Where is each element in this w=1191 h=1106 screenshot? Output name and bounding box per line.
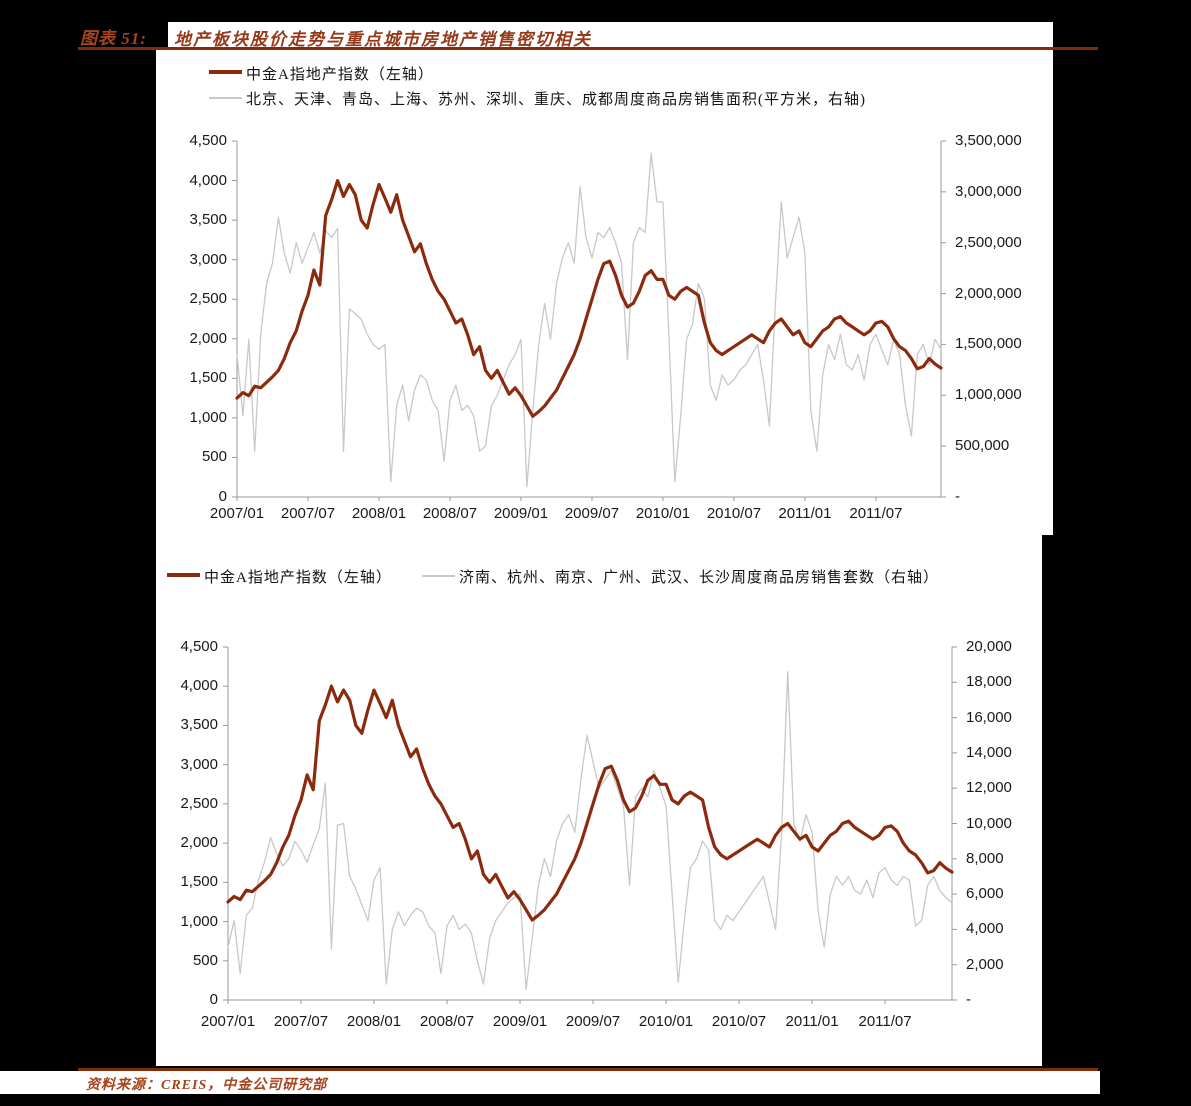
legend-index-line-swatch [209, 70, 242, 74]
left-axis-tick-label: 1,000 [180, 912, 218, 930]
legend-label: 中金A指地产指数（左轴） [204, 570, 392, 586]
x-axis-tick-label: 2010/07 [706, 505, 762, 522]
figure-number-label: 图表 51: [80, 29, 147, 48]
right-axis-tick-label: 1,000,000 [955, 386, 1022, 404]
right-axis-tick-label: 20,000 [966, 638, 1012, 655]
x-axis-tick-label: 2010/01 [638, 1013, 694, 1030]
right-axis-tick-label: 2,000 [966, 955, 1004, 973]
chart-panel-bottom [156, 535, 1042, 1066]
right-axis-tick-label: 14,000 [966, 743, 1012, 761]
left-axis-tick-label: 3,500 [180, 716, 218, 734]
left-axis-tick-label: 3,500 [189, 211, 227, 229]
left-axis-tick-label: 3,000 [180, 755, 218, 773]
x-axis-tick-label: 2007/07 [280, 505, 336, 522]
right-axis-tick-label: 18,000 [966, 673, 1012, 691]
index-series-line [226, 684, 954, 922]
x-axis-tick-label: 2009/01 [493, 505, 549, 522]
x-axis-tick-label: 2008/07 [419, 1013, 475, 1030]
left-axis-tick-label: 0 [209, 991, 218, 1008]
index-series-line [235, 178, 943, 418]
left-axis-tick-label: 2,000 [189, 329, 227, 347]
sales-series-line [236, 152, 942, 488]
right-axis-tick-label: 2,000,000 [955, 284, 1022, 302]
legend-label: 中金A指地产指数（左轴） [246, 67, 434, 83]
legend-index-line-swatch [167, 573, 200, 577]
x-axis-tick-label: 2007/01 [200, 1013, 256, 1030]
x-axis-tick-label: 2011/07 [858, 1013, 912, 1030]
right-axis-tick-label: - [955, 488, 960, 505]
x-axis-tick-label: 2008/01 [346, 1013, 402, 1030]
x-axis-tick-label: 2011/07 [849, 505, 903, 522]
legend-sales-line-swatch [422, 575, 455, 577]
right-axis-tick-label: 3,000,000 [955, 182, 1022, 200]
left-axis-tick-label: 500 [192, 951, 218, 969]
x-axis-tick-label: 2009/07 [565, 1013, 621, 1030]
left-axis-tick-label: 0 [218, 488, 227, 505]
left-axis-tick-label: 4,500 [180, 638, 218, 655]
x-axis-tick-label: 2008/01 [351, 505, 407, 522]
x-axis-tick-label: 2009/07 [564, 505, 620, 522]
source-text: 资料来源：CREIS，中金公司研究部 [86, 1078, 328, 1093]
left-axis-tick-label: 1,500 [189, 369, 227, 387]
right-axis-tick-label: 2,500,000 [955, 233, 1022, 251]
right-axis-tick-label: 1,500,000 [955, 335, 1022, 353]
left-axis-tick-label: 4,000 [180, 677, 218, 695]
sales-series-line [227, 671, 953, 991]
right-axis-tick-label: 16,000 [966, 708, 1012, 726]
left-axis-tick-label: 2,000 [180, 834, 218, 852]
left-axis-tick-label: 4,500 [189, 132, 227, 149]
x-axis-tick-label: 2010/01 [635, 505, 691, 522]
figure-title: 地产板块股价走势与重点城市房地产销售密切相关 [174, 30, 592, 49]
right-axis-tick-label: 8,000 [966, 849, 1004, 867]
title-underline [78, 47, 1098, 50]
left-axis-tick-label: 2,500 [189, 290, 227, 308]
legend-label: 济南、杭州、南京、广州、武汉、长沙周度商品房销售套数（右轴） [459, 570, 940, 586]
source-background [0, 1071, 1100, 1094]
right-axis-tick-label: - [966, 991, 971, 1008]
x-axis-tick-label: 2011/01 [778, 505, 832, 522]
legend-label: 北京、天津、青岛、上海、苏州、深圳、重庆、成都周度商品房销售面积(平方米，右轴) [246, 92, 866, 108]
right-axis-tick-label: 12,000 [966, 779, 1012, 797]
right-axis-tick-label: 3,500,000 [955, 132, 1022, 149]
legend-sales-line-swatch [209, 97, 242, 99]
right-axis-tick-label: 500,000 [955, 437, 1010, 455]
x-axis-tick-label: 2007/07 [273, 1013, 329, 1030]
chart-plot-area-1 [232, 140, 946, 501]
chart-plot-area-2 [223, 646, 957, 1004]
right-axis-tick-label: 10,000 [966, 814, 1012, 832]
left-axis-tick-label: 500 [201, 448, 227, 466]
right-axis-tick-label: 4,000 [966, 920, 1004, 938]
left-axis-tick-label: 3,000 [189, 250, 227, 268]
source-divider [78, 1068, 1098, 1071]
left-axis-tick-label: 2,500 [180, 794, 218, 812]
x-axis-tick-label: 2008/07 [422, 505, 478, 522]
left-axis-tick-label: 1,000 [189, 408, 227, 426]
x-axis-tick-label: 2011/01 [785, 1013, 839, 1030]
chart-panel-top [156, 50, 1053, 535]
x-axis-tick-label: 2009/01 [492, 1013, 548, 1030]
x-axis-tick-label: 2007/01 [209, 505, 265, 522]
left-axis-tick-label: 1,500 [180, 873, 218, 891]
left-axis-tick-label: 4,000 [189, 171, 227, 189]
right-axis-tick-label: 6,000 [966, 885, 1004, 903]
title-background [168, 22, 1053, 47]
x-axis-tick-label: 2010/07 [711, 1013, 767, 1030]
